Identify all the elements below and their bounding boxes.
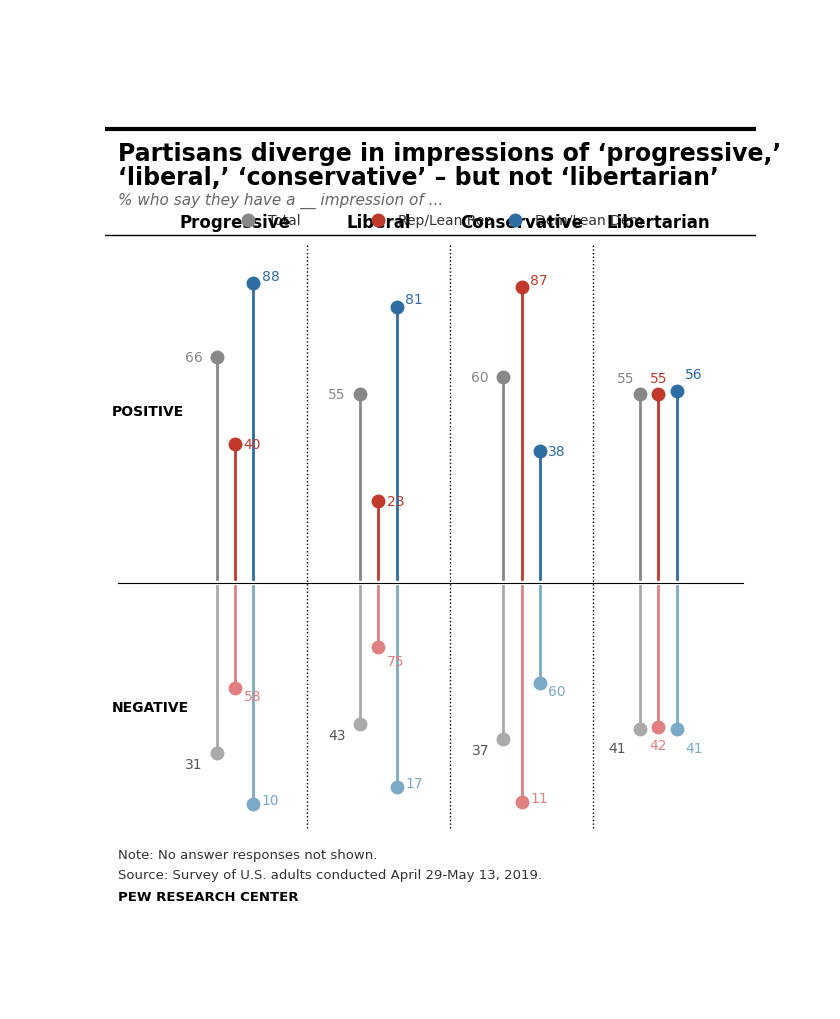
- Text: 88: 88: [262, 269, 280, 283]
- Text: 43: 43: [328, 729, 346, 743]
- Text: Note: No answer responses not shown.: Note: No answer responses not shown.: [118, 848, 377, 861]
- Text: Rep/Lean Rep: Rep/Lean Rep: [398, 213, 493, 227]
- Text: 81: 81: [405, 292, 423, 307]
- Text: Dem/Lean Dem: Dem/Lean Dem: [535, 213, 643, 227]
- Text: 87: 87: [530, 274, 548, 288]
- Text: Libertarian: Libertarian: [606, 214, 710, 232]
- Text: 60: 60: [471, 371, 489, 385]
- Text: Conservative: Conservative: [460, 214, 583, 232]
- Text: Liberal: Liberal: [346, 214, 411, 232]
- Text: ‘liberal,’ ‘conservative’ – but not ‘libertarian’: ‘liberal,’ ‘conservative’ – but not ‘lib…: [118, 165, 719, 190]
- Text: 31: 31: [185, 757, 202, 771]
- Text: PEW RESEARCH CENTER: PEW RESEARCH CENTER: [118, 890, 298, 903]
- Text: Progressive: Progressive: [180, 214, 291, 232]
- Text: 55: 55: [649, 371, 667, 385]
- Text: 41: 41: [608, 741, 626, 755]
- Text: 23: 23: [387, 495, 404, 508]
- Text: 40: 40: [244, 438, 261, 452]
- Text: 11: 11: [530, 791, 548, 805]
- Text: 56: 56: [685, 368, 703, 382]
- Text: POSITIVE: POSITIVE: [112, 405, 184, 419]
- Text: 60: 60: [549, 685, 566, 698]
- Text: 55: 55: [328, 387, 346, 401]
- Text: % who say they have a __ impression of ...: % who say they have a __ impression of .…: [118, 193, 444, 209]
- Text: 37: 37: [471, 743, 489, 757]
- Text: 58: 58: [244, 689, 261, 703]
- Text: 10: 10: [262, 794, 280, 807]
- Text: 38: 38: [549, 444, 566, 459]
- Text: 55: 55: [617, 371, 634, 385]
- Text: 42: 42: [649, 739, 667, 753]
- Text: NEGATIVE: NEGATIVE: [112, 701, 189, 714]
- Text: Source: Survey of U.S. adults conducted April 29-May 13, 2019.: Source: Survey of U.S. adults conducted …: [118, 868, 542, 880]
- Text: 41: 41: [685, 741, 703, 755]
- Text: 17: 17: [405, 776, 423, 791]
- Text: 66: 66: [185, 351, 202, 365]
- Text: 75: 75: [387, 654, 404, 668]
- Text: Total: Total: [268, 213, 301, 227]
- Text: Partisans diverge in impressions of ‘progressive,’: Partisans diverge in impressions of ‘pro…: [118, 142, 781, 166]
